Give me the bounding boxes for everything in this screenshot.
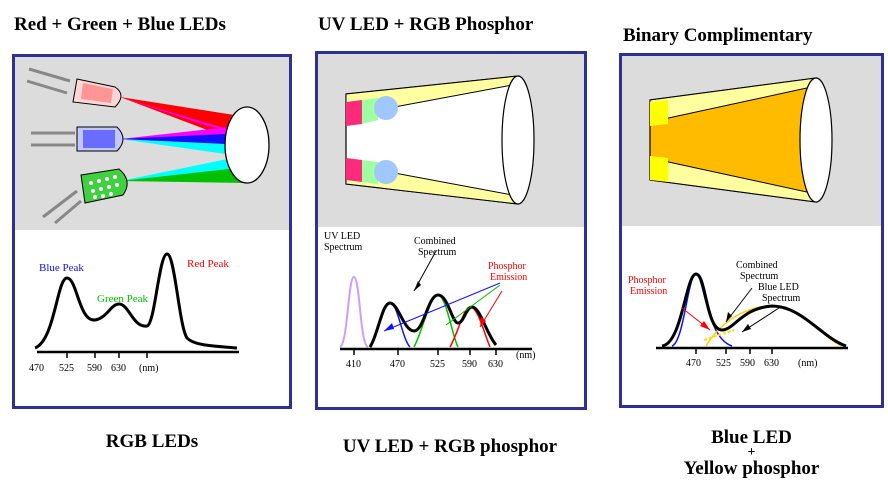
uv-led-spectrum-label: UV LED xyxy=(324,231,360,242)
blue-led-spectrum-label: Spectrum xyxy=(762,293,801,304)
rgb-leds-illustration xyxy=(26,67,270,225)
tick-label: 470 xyxy=(29,363,44,374)
uv-phosphor-illustration xyxy=(345,75,535,205)
panel-rgb-leds-illustration xyxy=(15,57,289,233)
tick-label: 525 xyxy=(716,358,731,369)
uv-led-spectrum-label: Spectrum xyxy=(324,242,363,253)
caption-uv-led-rgb-phosphor: UV LED + RGB phosphor xyxy=(300,437,600,456)
tick-label: 590 xyxy=(462,359,477,370)
panel-binary-spectrum: Phosphor Emission Combined Spectrum Blue… xyxy=(622,226,881,405)
panel-rgb-leds: Blue Peak Green Peak Red Peak 470 525 59… xyxy=(12,54,292,409)
caption-line: + xyxy=(747,445,756,460)
tick-label: 470 xyxy=(390,359,405,370)
caption-line: UV LED + RGB phosphor xyxy=(342,436,558,457)
blue-peak-label: Blue Peak xyxy=(39,262,84,274)
phosphor-emission-label: Phosphor xyxy=(628,275,666,286)
tick-label: 525 xyxy=(430,359,445,370)
panel-rgb-leds-spectrum: Blue Peak Green Peak Red Peak 470 525 59… xyxy=(15,230,289,406)
phosphor-emission-label: Phosphor xyxy=(488,261,526,272)
tick-label: 630 xyxy=(488,359,503,370)
binary-illustration xyxy=(649,77,833,203)
tick-label: 590 xyxy=(740,358,755,369)
tick-label: 410 xyxy=(346,359,361,370)
uv-spectrum-chart: UV LED Spectrum Combined Spectrum Phosph… xyxy=(324,231,535,370)
tick-label: (nm) xyxy=(798,358,817,369)
phosphor-emission-label: Emission xyxy=(490,272,527,283)
heading-uv-led-rgb-phosphor: UV LED + RGB Phosphor xyxy=(318,14,534,35)
caption-line: Blue LED xyxy=(711,427,792,448)
binary-spectrum-chart: Phosphor Emission Combined Spectrum Blue… xyxy=(628,260,848,369)
rgb-spectrum-chart: Blue Peak Green Peak Red Peak 470 525 59… xyxy=(29,252,239,374)
tick-label: 525 xyxy=(59,363,74,374)
combined-spectrum-label: Spectrum xyxy=(418,247,457,258)
panel-uv-illustration xyxy=(318,54,584,230)
tick-label: 630 xyxy=(764,358,779,369)
caption-line: RGB LEDs xyxy=(105,431,199,452)
tick-label: 590 xyxy=(87,363,102,374)
combined-spectrum-label: Spectrum xyxy=(740,271,779,282)
combined-spectrum-label: Combined xyxy=(736,260,778,271)
caption-rgb-leds: RGB LEDs xyxy=(12,432,292,451)
caption-blue-led-yellow-phosphor: Blue LED + Yellow phosphor xyxy=(619,428,884,478)
tick-label: 470 xyxy=(686,358,701,369)
panel-binary-complimentary: Phosphor Emission Combined Spectrum Blue… xyxy=(619,53,884,408)
heading-binary-complimentary: Binary Complimentary xyxy=(623,25,813,46)
blue-led-spectrum-label: Blue LED xyxy=(758,282,799,293)
panel-binary-illustration xyxy=(622,56,881,229)
red-peak-label: Red Peak xyxy=(187,258,229,270)
panel-uv-spectrum: UV LED Spectrum Combined Spectrum Phosph… xyxy=(318,227,584,407)
phosphor-emission-label: Emission xyxy=(630,286,667,297)
panel-uv-led-rgb-phosphor: UV LED Spectrum Combined Spectrum Phosph… xyxy=(315,51,587,410)
heading-rgb-leds: Red + Green + Blue LEDs xyxy=(14,14,226,35)
tick-label: (nm) xyxy=(516,350,535,361)
tick-label: (nm) xyxy=(139,363,158,374)
combined-spectrum-label: Combined xyxy=(414,236,456,247)
caption-line: Yellow phosphor xyxy=(683,458,820,479)
green-peak-label: Green Peak xyxy=(97,293,149,305)
tick-label: 630 xyxy=(111,363,126,374)
